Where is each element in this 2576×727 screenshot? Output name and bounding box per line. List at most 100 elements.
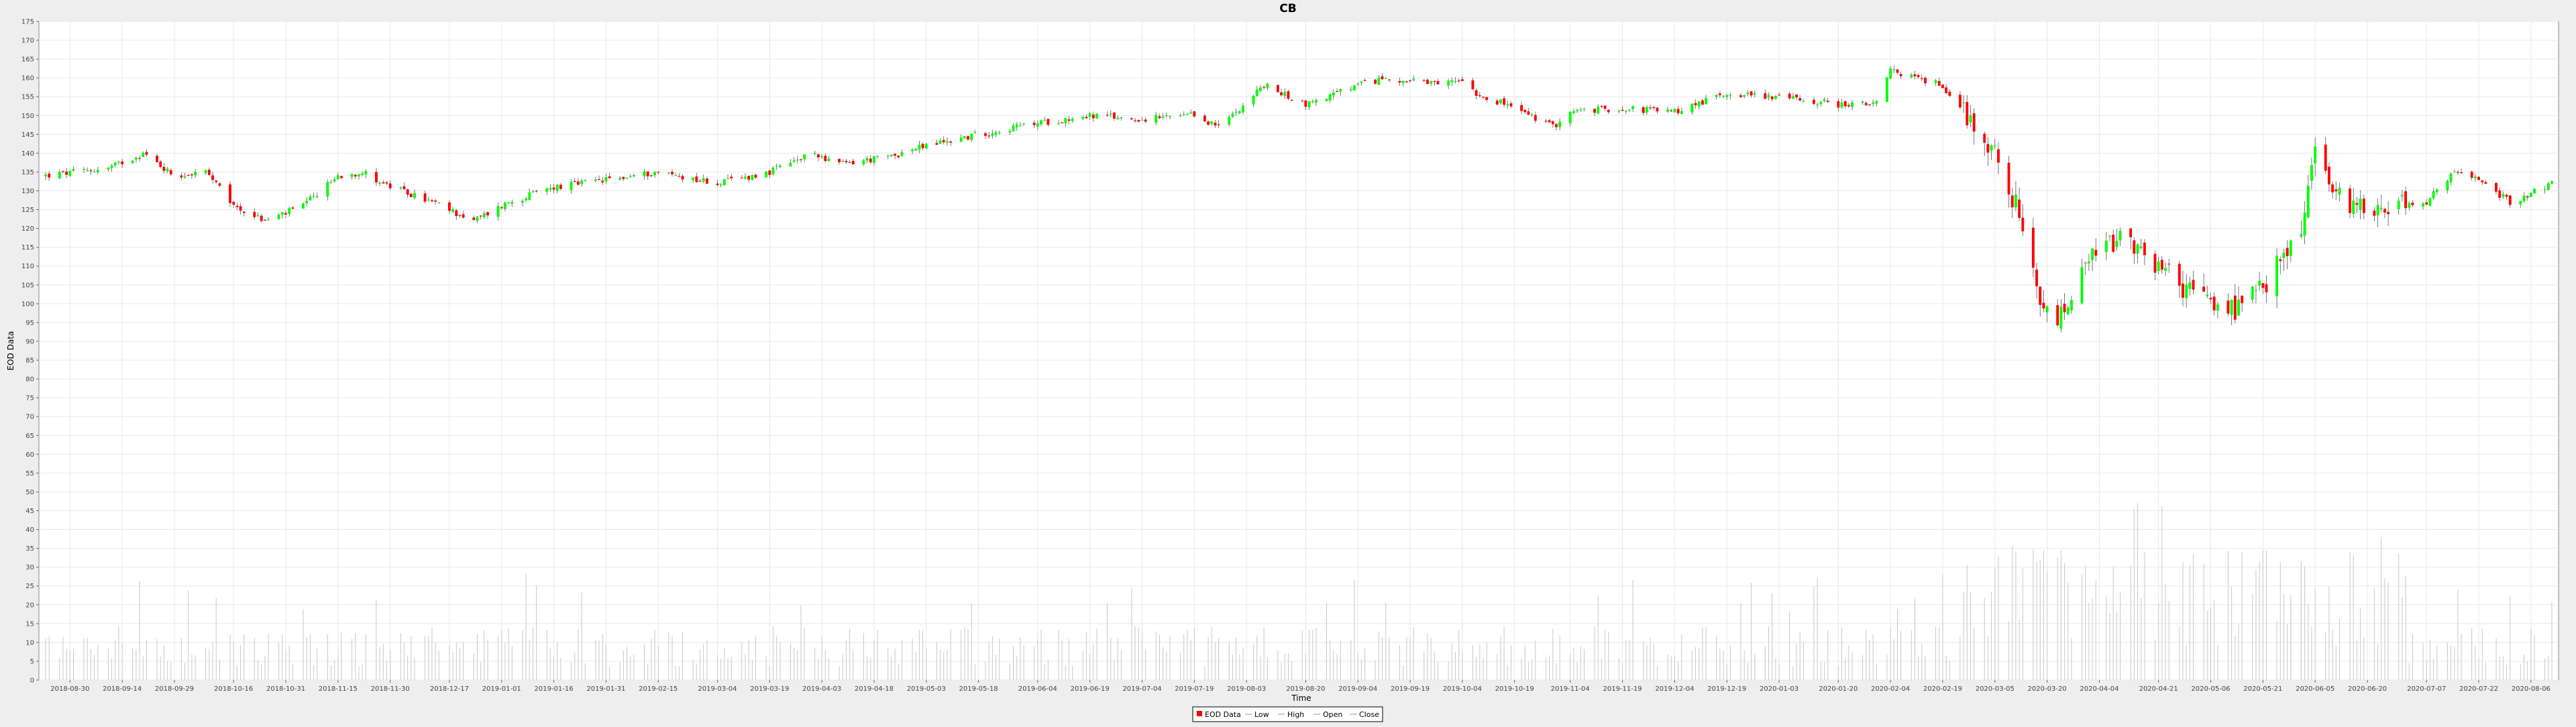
volume-bar: [696, 663, 697, 680]
volume-bar: [894, 649, 896, 680]
volume-bar: [870, 657, 871, 680]
volume-bar: [1208, 637, 1209, 680]
volume-bar: [1918, 656, 1919, 680]
volume-bar: [2373, 588, 2375, 680]
volume-bar: [156, 638, 158, 680]
y-tick-label: 110: [21, 263, 34, 270]
plot-area: [38, 21, 2559, 681]
volume-bar: [268, 633, 269, 680]
candle-body: [2546, 183, 2550, 190]
candle-body: [1339, 89, 1342, 92]
volume-bar: [672, 636, 673, 680]
volume-bar: [233, 642, 234, 680]
volume-bar: [2182, 562, 2184, 680]
candle-body: [1718, 93, 1721, 95]
x-tick-label: 2018-11-30: [371, 685, 410, 693]
volume-bar: [1650, 637, 1651, 680]
volume-bar: [1169, 635, 1171, 680]
volume-bar: [522, 630, 523, 680]
y-tick-label: 55: [25, 470, 34, 478]
volume-bar: [2015, 552, 2017, 680]
candle-body: [2021, 217, 2025, 231]
grid-lines: [39, 21, 2559, 681]
candle-body: [1433, 80, 1436, 82]
volume-bar: [560, 658, 561, 680]
candle-body: [646, 171, 649, 176]
x-tick-label: 2020-03-05: [1976, 685, 2015, 693]
volume-bar: [240, 645, 241, 680]
x-tick-label: 2018-09-29: [155, 685, 194, 693]
candle-body: [2446, 180, 2449, 191]
candle-body: [2327, 166, 2330, 184]
candle-body: [2522, 195, 2526, 201]
volume-bar: [1120, 650, 1122, 680]
volume-bar: [1214, 642, 1216, 680]
volume-bar: [2019, 620, 2020, 680]
candle-body: [1349, 89, 1352, 91]
volume-bar: [1476, 657, 1477, 680]
candle-body: [2408, 203, 2411, 208]
volume-bar: [261, 664, 262, 680]
candle-body: [848, 162, 851, 163]
volume-bar: [2186, 645, 2187, 680]
candle-body: [921, 144, 924, 148]
volume-bar: [755, 636, 757, 680]
volume-bar: [1500, 636, 1501, 680]
candle-body: [2039, 286, 2042, 305]
volume-bar: [2426, 660, 2427, 680]
y-axis-label: EOD Data: [6, 331, 15, 371]
candle-body: [1523, 109, 1527, 113]
candle-body: [1116, 117, 1120, 119]
volume-bar: [731, 657, 732, 680]
candle-body: [1450, 80, 1454, 82]
candle-body: [2265, 284, 2268, 292]
candle-body: [1843, 101, 1847, 107]
candle-body: [1621, 109, 1624, 111]
x-tick-label: 2020-08-06: [2512, 685, 2551, 693]
volume-bar: [2300, 561, 2302, 680]
candle-body: [382, 182, 385, 184]
x-tick-label: 2019-11-04: [1551, 685, 1590, 693]
legend: EOD Data Low High Open Close: [1192, 706, 1383, 722]
candle-body: [959, 137, 963, 142]
volume-bar: [804, 628, 805, 680]
candle-body: [987, 135, 991, 137]
legend-swatch-eod: [1197, 711, 1202, 716]
candle-body: [2484, 182, 2487, 184]
volume-bar: [703, 644, 704, 680]
volume-bar: [2447, 642, 2448, 680]
candle-body: [1409, 80, 1411, 82]
volume-bar: [1945, 655, 1947, 680]
candle-body: [2063, 303, 2066, 313]
candle-body: [2286, 247, 2289, 256]
candle-body: [744, 176, 747, 179]
candle-body: [1328, 94, 1332, 101]
candle-body: [83, 168, 86, 170]
candle-body: [2059, 306, 2063, 329]
candle-body: [2543, 189, 2546, 190]
y-tick-label: 160: [21, 75, 34, 82]
candle-body: [204, 170, 207, 174]
x-tick-label: 2019-08-20: [1286, 685, 1325, 693]
volume-bar: [1427, 633, 1428, 680]
candle-body: [58, 172, 61, 179]
volume-bar: [1580, 646, 1581, 680]
x-tick-label: 2019-08-03: [1227, 685, 1266, 693]
candle-body: [552, 187, 555, 190]
candle-body: [1158, 116, 1161, 119]
volume-bar: [1970, 592, 1971, 680]
candle-body: [991, 133, 994, 136]
volume-bar: [1239, 655, 1240, 680]
candle-body: [2352, 200, 2355, 214]
candle-body: [374, 172, 378, 183]
candle-body: [2139, 246, 2143, 248]
volume-bar: [1837, 665, 1839, 680]
candle-body: [1228, 117, 1231, 125]
candle-body: [2519, 201, 2522, 205]
volume-bar: [2457, 590, 2459, 680]
candle-body: [2233, 295, 2237, 320]
candle-body: [865, 158, 869, 161]
candle-body: [1015, 124, 1018, 127]
candle-body: [2279, 259, 2282, 262]
candle-body: [622, 176, 625, 179]
